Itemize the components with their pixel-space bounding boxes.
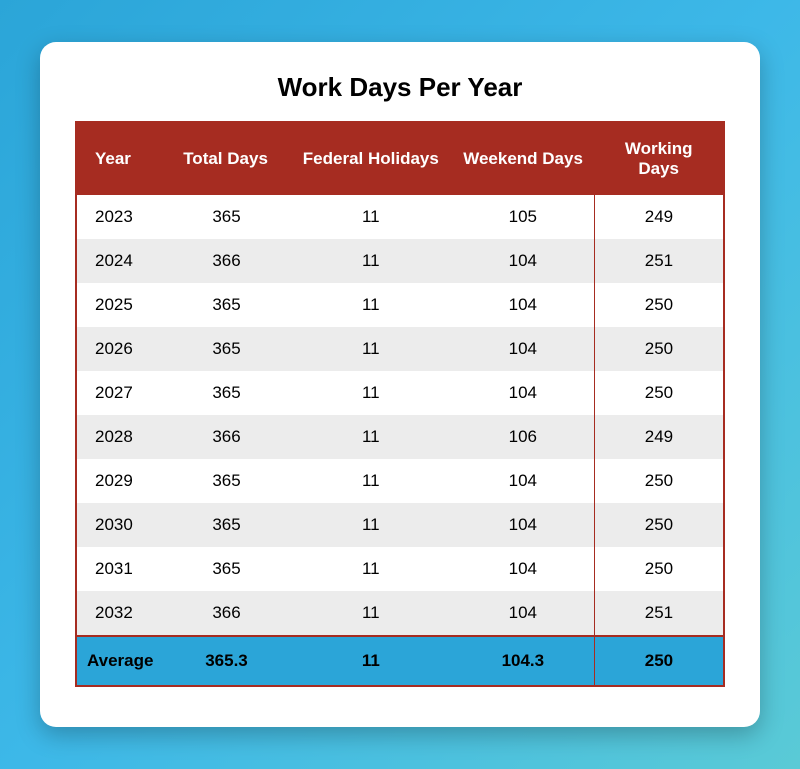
cell-year: 2032 — [76, 591, 173, 636]
table-row: 202636511104250 — [76, 327, 724, 371]
average-working-days: 250 — [594, 636, 724, 686]
average-label: Average — [76, 636, 173, 686]
cell-working-days: 250 — [594, 459, 724, 503]
cell-total-days: 365 — [173, 459, 290, 503]
table-row: 202936511104250 — [76, 459, 724, 503]
column-header-working-days: Working Days — [594, 122, 724, 195]
cell-year: 2028 — [76, 415, 173, 459]
table-average-row: Average 365.3 11 104.3 250 — [76, 636, 724, 686]
average-federal-holidays: 11 — [290, 636, 452, 686]
average-weekend-days: 104.3 — [452, 636, 595, 686]
cell-weekend-days: 104 — [452, 371, 595, 415]
cell-total-days: 366 — [173, 415, 290, 459]
cell-total-days: 366 — [173, 591, 290, 636]
cell-federal-holidays: 11 — [290, 591, 452, 636]
column-header-weekend-days: Weekend Days — [452, 122, 595, 195]
cell-federal-holidays: 11 — [290, 371, 452, 415]
cell-weekend-days: 105 — [452, 195, 595, 239]
cell-year: 2030 — [76, 503, 173, 547]
cell-federal-holidays: 11 — [290, 547, 452, 591]
cell-year: 2026 — [76, 327, 173, 371]
cell-weekend-days: 104 — [452, 547, 595, 591]
cell-year: 2029 — [76, 459, 173, 503]
cell-working-days: 250 — [594, 371, 724, 415]
table-row: 202436611104251 — [76, 239, 724, 283]
cell-federal-holidays: 11 — [290, 503, 452, 547]
cell-total-days: 365 — [173, 371, 290, 415]
cell-weekend-days: 104 — [452, 283, 595, 327]
table-row: 202536511104250 — [76, 283, 724, 327]
cell-federal-holidays: 11 — [290, 327, 452, 371]
average-total-days: 365.3 — [173, 636, 290, 686]
cell-working-days: 250 — [594, 503, 724, 547]
cell-working-days: 250 — [594, 547, 724, 591]
cell-working-days: 251 — [594, 591, 724, 636]
table-row: 202836611106249 — [76, 415, 724, 459]
cell-total-days: 366 — [173, 239, 290, 283]
cell-weekend-days: 106 — [452, 415, 595, 459]
cell-total-days: 365 — [173, 547, 290, 591]
cell-year: 2023 — [76, 195, 173, 239]
cell-working-days: 250 — [594, 283, 724, 327]
cell-federal-holidays: 11 — [290, 283, 452, 327]
cell-weekend-days: 104 — [452, 239, 595, 283]
cell-total-days: 365 — [173, 327, 290, 371]
table-row: 203136511104250 — [76, 547, 724, 591]
cell-federal-holidays: 11 — [290, 459, 452, 503]
cell-weekend-days: 104 — [452, 327, 595, 371]
page-title: Work Days Per Year — [75, 72, 725, 103]
cell-working-days: 250 — [594, 327, 724, 371]
column-header-federal-holidays: Federal Holidays — [290, 122, 452, 195]
cell-year: 2031 — [76, 547, 173, 591]
cell-year: 2027 — [76, 371, 173, 415]
column-header-year: Year — [76, 122, 173, 195]
column-header-total-days: Total Days — [173, 122, 290, 195]
table-row: 203036511104250 — [76, 503, 724, 547]
table-row: 203236611104251 — [76, 591, 724, 636]
table-body: 2023365111052492024366111042512025365111… — [76, 195, 724, 636]
cell-working-days: 251 — [594, 239, 724, 283]
cell-total-days: 365 — [173, 195, 290, 239]
content-card: Work Days Per Year Year Total Days Feder… — [40, 42, 760, 727]
cell-year: 2025 — [76, 283, 173, 327]
cell-year: 2024 — [76, 239, 173, 283]
work-days-table: Year Total Days Federal Holidays Weekend… — [75, 121, 725, 687]
cell-federal-holidays: 11 — [290, 415, 452, 459]
cell-total-days: 365 — [173, 283, 290, 327]
table-header-row: Year Total Days Federal Holidays Weekend… — [76, 122, 724, 195]
cell-weekend-days: 104 — [452, 591, 595, 636]
cell-federal-holidays: 11 — [290, 195, 452, 239]
cell-weekend-days: 104 — [452, 503, 595, 547]
cell-total-days: 365 — [173, 503, 290, 547]
cell-weekend-days: 104 — [452, 459, 595, 503]
cell-working-days: 249 — [594, 195, 724, 239]
table-row: 202336511105249 — [76, 195, 724, 239]
cell-working-days: 249 — [594, 415, 724, 459]
cell-federal-holidays: 11 — [290, 239, 452, 283]
table-row: 202736511104250 — [76, 371, 724, 415]
